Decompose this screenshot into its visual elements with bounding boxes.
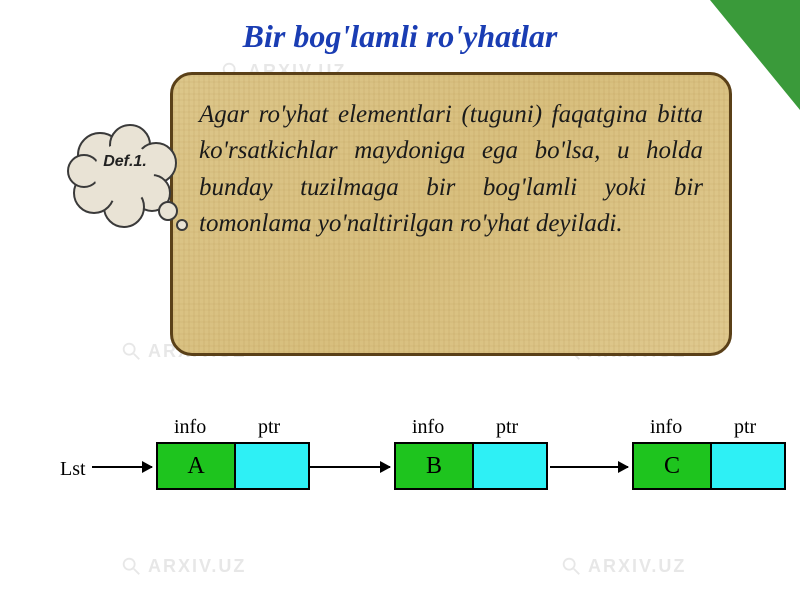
node-ptr xyxy=(474,444,546,488)
watermark: ARXIV.UZ xyxy=(560,555,686,577)
node-info: C xyxy=(634,444,712,488)
field-label-info: info xyxy=(174,416,206,439)
linked-list-diagram: Lst info ptr A info ptr B info ptr C xyxy=(60,410,740,530)
list-node: C xyxy=(632,442,786,490)
node-info: B xyxy=(396,444,474,488)
list-head-label: Lst xyxy=(60,458,86,481)
watermark: ARXIV.UZ xyxy=(120,555,246,577)
definition-text: Agar ro'yhat elementlari (tuguni) faqatg… xyxy=(199,97,703,242)
field-label-info: info xyxy=(412,416,444,439)
definition-box: Agar ro'yhat elementlari (tuguni) faqatg… xyxy=(170,72,732,356)
title-text: Bir bog'lamli ro'yhatlar xyxy=(243,18,558,54)
list-node: B xyxy=(394,442,548,490)
field-label-ptr: ptr xyxy=(258,416,280,439)
arrow-link xyxy=(550,466,628,468)
node-ptr xyxy=(712,444,784,488)
cloud-callout xyxy=(60,115,190,245)
list-node: A xyxy=(156,442,310,490)
cloud-label: Def.1. xyxy=(80,154,170,171)
arrow-head xyxy=(92,466,152,468)
node-ptr xyxy=(236,444,308,488)
page-title: Bir bog'lamli ro'yhatlar xyxy=(0,18,800,55)
watermark-text: ARXIV.UZ xyxy=(148,556,246,577)
node-info: A xyxy=(158,444,236,488)
watermark-text: ARXIV.UZ xyxy=(588,556,686,577)
field-label-ptr: ptr xyxy=(734,416,756,439)
field-label-ptr: ptr xyxy=(496,416,518,439)
arrow-link xyxy=(310,466,390,468)
field-label-info: info xyxy=(650,416,682,439)
